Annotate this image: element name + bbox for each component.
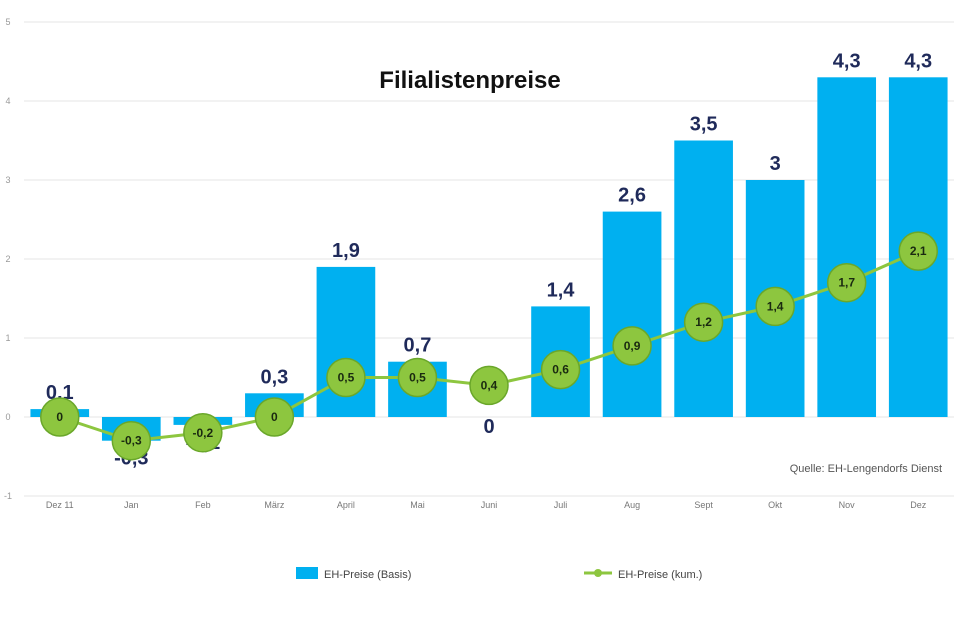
line-data-label: -0,2: [193, 426, 214, 440]
bar-data-label: 1,9: [332, 240, 360, 262]
legend-label-line: EH-Preise (kum.): [618, 569, 702, 581]
y-tick-label: -1: [4, 491, 12, 501]
chart-title: Filialistenpreise: [379, 67, 560, 94]
line-point: [540, 349, 581, 390]
x-tick-label: Sept: [694, 500, 713, 510]
bar-data-label: 0,7: [404, 335, 432, 357]
y-tick-label: 1: [5, 333, 10, 343]
x-tick-label: Dez 11: [46, 500, 74, 510]
x-tick-label: Mai: [410, 500, 425, 510]
line-point: [683, 302, 724, 342]
x-tick-label: Okt: [768, 500, 783, 510]
legend-swatch-marker: [594, 569, 602, 577]
line-data-label: 2,1: [910, 244, 927, 258]
x-tick-label: Jan: [124, 500, 139, 510]
y-tick-label: 2: [5, 254, 10, 264]
x-tick-label: Juni: [481, 500, 498, 510]
line-data-label: 0: [271, 410, 278, 424]
x-tick-label: Dez: [910, 500, 927, 510]
line-point: [40, 397, 80, 437]
x-tick-label: Juli: [554, 500, 568, 510]
line-point: [111, 420, 152, 461]
bar-data-label: 3,5: [690, 114, 718, 136]
line-point: [826, 262, 867, 303]
bar-data-label: 4,3: [904, 50, 932, 72]
line-point: [469, 365, 509, 406]
bar-data-label: 2,6: [618, 185, 646, 207]
bar-data-label: 1,4: [547, 279, 576, 301]
y-tick-label: 3: [5, 175, 10, 185]
bar-data-label: 4,3: [833, 50, 861, 72]
x-tick-label: Aug: [624, 500, 640, 510]
line-data-label: 0,5: [338, 371, 355, 385]
x-tick-label: April: [337, 500, 355, 510]
legend: EH-Preise (Basis) EH-Preise (kum.): [296, 567, 702, 581]
x-tick-label: Nov: [839, 500, 856, 510]
y-tick-label: 4: [5, 96, 10, 106]
line-data-label: 0: [56, 410, 63, 424]
line-data-label: 0,9: [624, 339, 641, 353]
x-tick-label: März: [264, 500, 284, 510]
bar-data-label: 3: [770, 153, 781, 175]
line-series: 0 -0,3 -0,2 0 0,5 0,5 0,4 0,6 0,9 1,2 1,4 1,7 2,1: [40, 231, 938, 461]
line-data-label: 0,4: [481, 378, 498, 392]
bar: [674, 140, 733, 417]
line-point: [755, 286, 795, 327]
x-axis: Dez 11 Jan Feb März April Mai Juni Juli Aug Sept O…: [46, 500, 927, 510]
y-tick-label: 0: [5, 412, 10, 422]
line-data-label: 1,4: [767, 299, 784, 313]
legend-swatch-bar: [296, 567, 318, 579]
bar-data-label: 0: [483, 416, 494, 438]
y-tick-label: 5: [5, 17, 10, 27]
source-note: Quelle: EH-Lengendorfs Dienst: [790, 463, 942, 475]
bar: [602, 211, 662, 417]
line-data-label: -0,3: [121, 434, 142, 448]
line-point: [254, 397, 295, 437]
bar: [817, 77, 877, 418]
line-point: [397, 357, 438, 398]
y-axis: 5 4 3 2 1 0 -1: [4, 17, 12, 501]
line-point: [326, 357, 366, 398]
bar-data-label: 0,3: [260, 366, 288, 388]
bar-series: 0,1-0,3-0,10,31,90,701,42,63,534,34,3: [30, 50, 948, 470]
line-point: [898, 231, 938, 271]
line-point: [183, 413, 223, 453]
line-data-label: 1,2: [695, 315, 712, 329]
line-data-label: 0,5: [409, 371, 426, 385]
line-data-label: 1,7: [838, 276, 855, 290]
legend-label-bar: EH-Preise (Basis): [324, 569, 411, 581]
x-tick-label: Feb: [195, 500, 211, 510]
line-data-label: 0,6: [552, 363, 569, 377]
line-point: [612, 326, 652, 366]
